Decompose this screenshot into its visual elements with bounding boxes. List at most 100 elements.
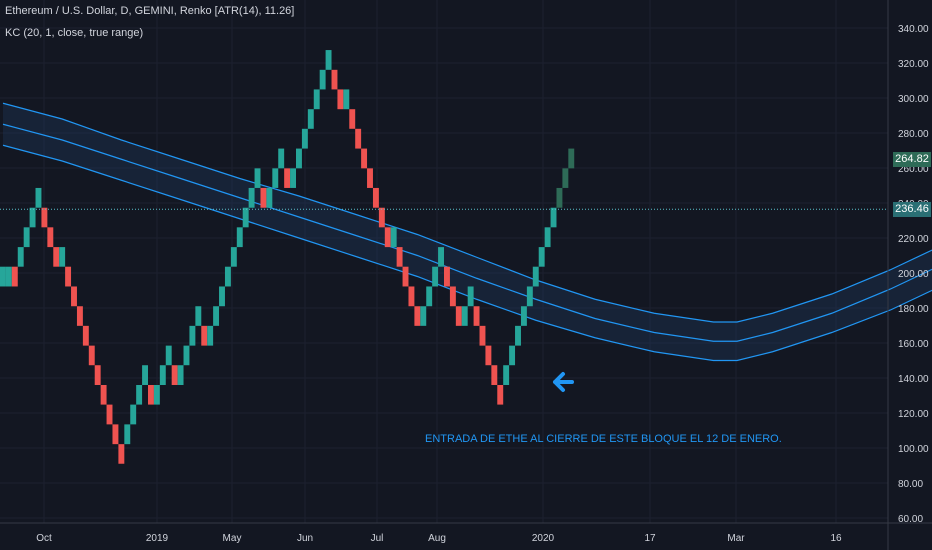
up-brick	[23, 227, 30, 248]
down-brick	[455, 306, 462, 326]
up-brick	[142, 365, 148, 385]
up-brick	[195, 306, 202, 326]
x-tick-label: 17	[644, 533, 656, 544]
down-brick	[372, 187, 379, 208]
down-brick	[284, 168, 291, 188]
x-tick-label: May	[223, 533, 242, 544]
up-brick	[544, 227, 551, 248]
up-brick	[189, 325, 196, 346]
down-brick	[491, 365, 498, 385]
crosshair-price-tag: 236.46	[893, 201, 931, 217]
legend-indicator[interactable]: KC (20, 1, close, true range)	[5, 27, 144, 39]
up-brick	[343, 89, 350, 110]
up-brick	[35, 187, 42, 208]
x-tick-label: 2020	[532, 533, 555, 544]
up-brick	[301, 128, 308, 149]
down-brick	[112, 424, 119, 445]
legend-title[interactable]: Ethereum / U.S. Dollar, D, GEMINI, Renko…	[5, 5, 295, 17]
up-brick	[426, 286, 433, 307]
up-brick	[242, 207, 249, 228]
arrow-left-icon[interactable]	[552, 371, 574, 393]
up-brick	[136, 385, 143, 405]
up-brick	[159, 365, 166, 385]
down-brick	[337, 89, 344, 110]
projected-brick	[568, 148, 575, 169]
down-brick	[378, 207, 385, 228]
up-brick	[467, 286, 474, 307]
down-brick	[497, 385, 504, 405]
down-brick	[479, 325, 486, 346]
channel-upper-line	[2, 102, 932, 323]
x-tick-label: Oct	[36, 533, 52, 544]
y-tick-label: 320.00	[898, 59, 929, 70]
x-tick-label: Mar	[727, 533, 745, 544]
up-brick	[520, 306, 527, 326]
y-tick-label: 180.00	[898, 304, 929, 315]
up-brick	[213, 306, 220, 326]
down-brick	[449, 286, 456, 307]
up-brick	[296, 148, 302, 169]
y-tick-label: 60.00	[898, 514, 923, 525]
up-brick	[248, 187, 255, 208]
down-brick	[106, 404, 113, 425]
down-brick	[485, 345, 492, 366]
up-brick	[254, 168, 261, 188]
up-brick	[461, 306, 468, 326]
up-brick	[124, 424, 131, 445]
down-brick	[65, 266, 72, 287]
down-brick	[361, 148, 368, 169]
x-tick-label: Jun	[297, 533, 313, 544]
keltner-channel	[2, 102, 932, 362]
down-brick	[53, 247, 60, 267]
up-brick	[532, 266, 539, 287]
channel-lower-line	[2, 144, 932, 362]
up-brick	[29, 207, 36, 228]
up-brick	[183, 345, 190, 366]
y-tick-label: 220.00	[898, 234, 929, 245]
up-brick	[432, 266, 439, 287]
down-brick	[11, 266, 18, 287]
up-brick	[420, 306, 427, 326]
up-brick	[207, 325, 214, 346]
down-brick	[100, 385, 107, 405]
down-brick	[384, 227, 391, 248]
up-brick	[130, 404, 137, 425]
y-tick-label: 340.00	[898, 24, 929, 35]
y-tick-label: 200.00	[898, 269, 929, 280]
down-brick	[408, 286, 415, 307]
down-brick	[201, 325, 208, 346]
up-brick	[0, 266, 6, 287]
down-brick	[171, 365, 178, 385]
y-tick-label: 300.00	[898, 94, 929, 105]
up-brick	[230, 247, 237, 267]
up-brick	[290, 168, 296, 188]
down-brick	[396, 247, 403, 267]
down-brick	[47, 227, 54, 248]
x-tick-label: 16	[830, 533, 842, 544]
up-brick	[17, 247, 24, 267]
y-tick-label: 260.00	[898, 164, 929, 175]
up-brick	[153, 385, 160, 405]
up-brick	[307, 109, 314, 129]
down-brick	[355, 128, 362, 149]
x-tick-label: Jul	[371, 533, 384, 544]
up-brick	[266, 187, 273, 208]
up-brick	[538, 247, 545, 267]
up-brick	[5, 266, 12, 287]
up-brick	[177, 365, 184, 385]
up-brick	[509, 345, 516, 366]
down-brick	[41, 207, 48, 228]
y-tick-label: 100.00	[898, 444, 929, 455]
down-brick	[260, 187, 267, 208]
annotation-text[interactable]: ENTRADA DE ETHE AL CIERRE DE ESTE BLOQUE…	[425, 433, 782, 445]
up-brick	[313, 89, 320, 110]
projected-brick	[562, 168, 569, 188]
x-tick-label: 2019	[146, 533, 169, 544]
down-brick	[82, 325, 89, 346]
renko-bricks	[0, 50, 575, 464]
down-brick	[349, 109, 356, 129]
up-brick	[515, 325, 521, 346]
